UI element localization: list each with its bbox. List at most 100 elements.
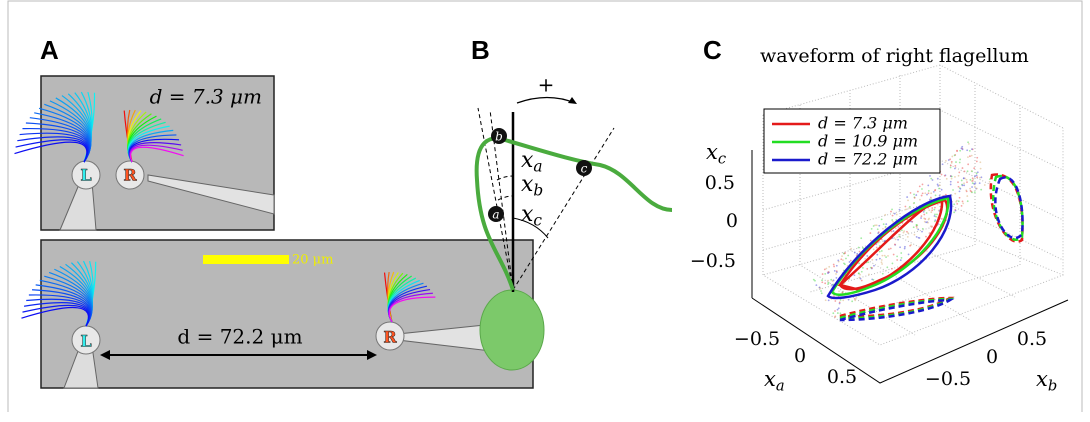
scatter-dot (967, 142, 970, 145)
scatter-dot (970, 154, 973, 157)
scatter-dot (837, 307, 840, 310)
scatter-dot (931, 207, 934, 209)
angle-arc (497, 195, 514, 201)
scatter-dot (821, 281, 824, 284)
point-label: a (492, 208, 499, 222)
scatter-dot (871, 258, 874, 261)
legend-label: d = 7.3 μm (818, 114, 908, 133)
scatter-dot (943, 174, 946, 177)
scatter-dot (870, 227, 873, 230)
scatter-dot (874, 224, 876, 227)
scatter-dot (966, 195, 969, 197)
scale-bar (203, 255, 289, 264)
scatter-dot (928, 217, 931, 220)
scatter-dot (842, 259, 844, 262)
tick-label: 0.5 (1017, 328, 1047, 350)
scatter-dot (827, 281, 830, 284)
scatter-dot (941, 163, 944, 166)
scatter-dot (894, 227, 897, 230)
scatter-dot (908, 207, 911, 209)
scatter-dot (959, 149, 962, 152)
scatter-dot (881, 254, 884, 257)
scatter-dot (963, 182, 965, 185)
scatter-dot (912, 226, 915, 229)
scatter-dot (880, 238, 883, 241)
scatter-dot (876, 253, 879, 256)
scatter-dot (866, 255, 869, 257)
scatter-dot (832, 263, 835, 266)
point-label: b (495, 130, 503, 144)
scatter-dot (927, 189, 930, 192)
scatter-dot (884, 226, 887, 229)
scatter-dot (906, 230, 908, 233)
subscript: c (533, 212, 542, 230)
scatter-dot (833, 295, 835, 297)
scatter-dot (913, 193, 915, 196)
subscript: a (776, 377, 785, 394)
scatter-dot (868, 273, 870, 276)
scatter-dot (971, 191, 973, 194)
scatter-dot (891, 208, 893, 211)
scatter-dot (891, 262, 894, 265)
tick-label: −0.5 (734, 328, 780, 350)
scatter-dot (850, 247, 852, 250)
scatter-dot (923, 213, 926, 216)
scatter-dot (979, 176, 981, 179)
legend-label: d = 10.9 μm (818, 132, 918, 151)
scatter-dot (966, 170, 969, 173)
scatter-dot (906, 235, 909, 238)
scatter-dot (931, 225, 933, 228)
scatter-dot (931, 209, 934, 212)
scatter-dot (930, 211, 933, 214)
flagella-fan (14, 91, 184, 163)
scatter-dot (814, 279, 816, 282)
flagellum-trace (14, 141, 88, 163)
scatter-dot (954, 167, 956, 170)
scatter-dot (904, 245, 906, 248)
scatter-dot (937, 184, 940, 187)
scatter-dot (833, 270, 836, 272)
scatter-dot (843, 262, 845, 265)
scatter-dot (964, 177, 966, 180)
scatter-dot (978, 182, 981, 184)
scatter-dot (921, 188, 923, 190)
scatter-dot (973, 185, 976, 188)
scatter-dot (858, 276, 861, 279)
dashed-line (512, 127, 615, 291)
scatter-dot (860, 279, 863, 282)
scatter-dot (921, 230, 923, 233)
scatter-dot (961, 184, 964, 187)
scatter-dot (959, 158, 962, 161)
math-symbol: xa (521, 148, 543, 176)
scatter-dot (875, 258, 878, 261)
scatter-dot (835, 271, 838, 274)
scatter-dot (962, 177, 965, 180)
scatter-dot (962, 202, 965, 205)
legend-label: d = 72.2 μm (818, 150, 918, 169)
tick-label: 0 (986, 346, 998, 368)
direction-arrow (516, 96, 576, 104)
arrow-head (568, 97, 577, 104)
scatter-dot (922, 210, 925, 213)
scatter-dot (834, 300, 837, 302)
scatter-dot (831, 280, 834, 282)
scatter-dot (979, 167, 982, 170)
micrograph-top: L R d = 7.3 μm (14, 75, 275, 231)
scatter-dot (902, 231, 905, 234)
scatter-dot (900, 256, 903, 259)
scatter-dot (907, 199, 909, 202)
scatter-dot (954, 165, 957, 167)
scatter-dot (925, 235, 927, 238)
scatter-dot (938, 194, 941, 197)
scatter-dot (924, 192, 927, 195)
scatter-dot (954, 192, 957, 195)
scatter-dot (916, 190, 919, 193)
scatter-dot (969, 178, 972, 181)
scatter-dot (934, 213, 936, 216)
distance-label: d = 7.3 μm (150, 85, 262, 109)
scatter-dot (893, 212, 896, 215)
scatter-dot (967, 163, 970, 166)
scatter-dot (961, 148, 964, 151)
scatter-dot (966, 149, 969, 152)
